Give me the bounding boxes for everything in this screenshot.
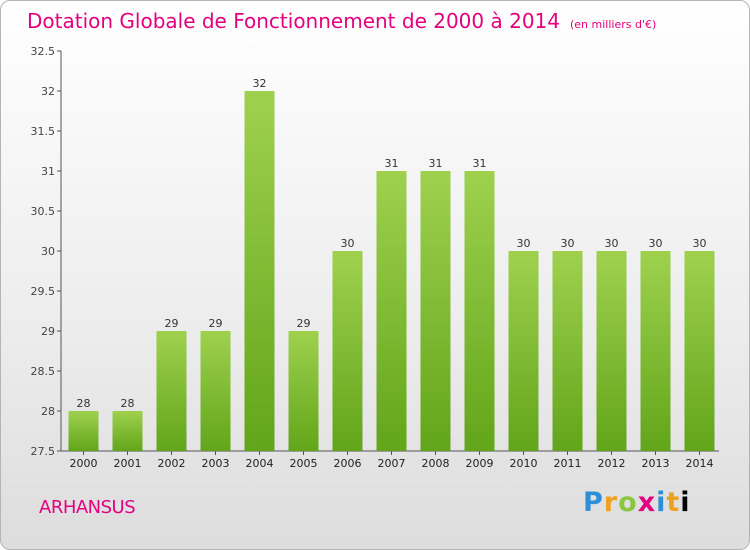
chart-unit: (en milliers d'€) bbox=[570, 18, 657, 31]
chart-ticks: 27.5 28 28.5 29 29.5 30 30.5 31 31.5 32 32.5 2000 20… bbox=[31, 45, 714, 470]
x-tick-label-2005: 2005 bbox=[290, 457, 318, 470]
logo-letter: x bbox=[637, 487, 657, 518]
commune-name: ARHANSUS bbox=[39, 497, 136, 518]
x-tick-label-2012: 2012 bbox=[598, 457, 626, 470]
y-tick-label: 27.5 bbox=[31, 445, 56, 458]
data-label-2001: 28 bbox=[121, 397, 135, 410]
y-tick-label: 31 bbox=[41, 165, 55, 178]
x-tick-label-2011: 2011 bbox=[554, 457, 582, 470]
x-tick-label-2001: 2001 bbox=[114, 457, 142, 470]
bar-2011 bbox=[552, 251, 583, 451]
chart-title-text: Dotation Globale de Fonctionnement de 20… bbox=[27, 9, 560, 33]
chart-bars: 28 28 29 29 32 29 30 31 31 31 30 30 30 30 30 bbox=[68, 77, 715, 451]
bar-2000 bbox=[68, 411, 99, 451]
y-tick-label: 32.5 bbox=[31, 45, 56, 58]
x-tick-label-2013: 2013 bbox=[642, 457, 670, 470]
data-label-2014: 30 bbox=[693, 237, 707, 250]
bar-2013 bbox=[640, 251, 671, 451]
chart-title: Dotation Globale de Fonctionnement de 20… bbox=[27, 9, 656, 33]
data-label-2005: 29 bbox=[297, 317, 311, 330]
logo-letter: o bbox=[618, 487, 638, 518]
bar-2005 bbox=[288, 331, 319, 451]
logo-letter: r bbox=[603, 487, 619, 518]
x-tick-label-2004: 2004 bbox=[246, 457, 274, 470]
y-tick-label: 32 bbox=[41, 85, 55, 98]
bar-2003 bbox=[200, 331, 231, 451]
data-label-2000: 28 bbox=[77, 397, 91, 410]
data-label-2003: 29 bbox=[209, 317, 223, 330]
bar-2009 bbox=[464, 171, 495, 451]
data-label-2006: 30 bbox=[341, 237, 355, 250]
data-label-2012: 30 bbox=[605, 237, 619, 250]
x-tick-label-2010: 2010 bbox=[510, 457, 538, 470]
x-tick-label-2008: 2008 bbox=[422, 457, 450, 470]
data-label-2007: 31 bbox=[385, 157, 399, 170]
data-label-2009: 31 bbox=[473, 157, 487, 170]
bar-2007 bbox=[376, 171, 407, 451]
x-tick-label-2009: 2009 bbox=[466, 457, 494, 470]
bar-2014 bbox=[684, 251, 715, 451]
x-tick-label-2006: 2006 bbox=[334, 457, 362, 470]
y-tick-label: 30.5 bbox=[31, 205, 56, 218]
logo-letter: i bbox=[680, 487, 691, 518]
data-label-2013: 30 bbox=[649, 237, 663, 250]
data-label-2002: 29 bbox=[165, 317, 179, 330]
logo-letter: t bbox=[666, 487, 681, 518]
bar-2002 bbox=[156, 331, 187, 451]
proxiti-logo[interactable]: Proxiti bbox=[583, 487, 691, 518]
bar-2001 bbox=[112, 411, 143, 451]
bar-2006 bbox=[332, 251, 363, 451]
data-label-2010: 30 bbox=[517, 237, 531, 250]
x-tick-label-2003: 2003 bbox=[202, 457, 230, 470]
x-tick-label-2007: 2007 bbox=[378, 457, 406, 470]
y-tick-label: 30 bbox=[41, 245, 55, 258]
logo-letter: P bbox=[583, 487, 604, 518]
y-tick-label: 29 bbox=[41, 325, 55, 338]
data-label-2004: 32 bbox=[253, 77, 267, 90]
bar-2008 bbox=[420, 171, 451, 451]
data-label-2011: 30 bbox=[561, 237, 575, 250]
logo-letter: i bbox=[656, 487, 667, 518]
data-label-2008: 31 bbox=[429, 157, 443, 170]
y-tick-label: 31.5 bbox=[31, 125, 56, 138]
x-tick-label-2000: 2000 bbox=[70, 457, 98, 470]
x-tick-label-2002: 2002 bbox=[158, 457, 186, 470]
bar-2012 bbox=[596, 251, 627, 451]
y-tick-label: 28 bbox=[41, 405, 55, 418]
x-tick-label-2014: 2014 bbox=[686, 457, 714, 470]
y-tick-label: 29.5 bbox=[31, 285, 56, 298]
bar-2010 bbox=[508, 251, 539, 451]
y-tick-label: 28.5 bbox=[31, 365, 56, 378]
bar-2004 bbox=[244, 91, 275, 451]
